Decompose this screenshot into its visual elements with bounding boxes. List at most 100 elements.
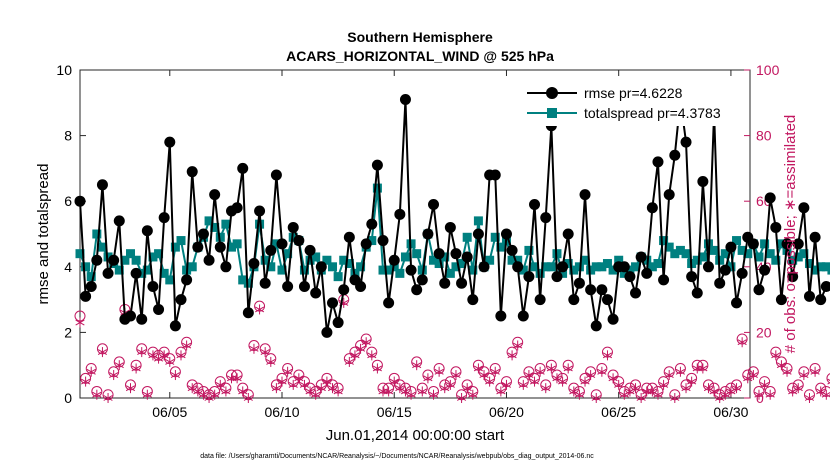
- assimilated-obs-point: [361, 337, 371, 348]
- totalspread-point: [299, 265, 309, 275]
- rmse-point: [529, 198, 541, 210]
- rmse-point: [108, 254, 120, 266]
- right-tick-label: 0: [756, 390, 764, 406]
- assimilated-obs-point: [731, 383, 742, 394]
- assimilated-obs-point: [322, 376, 332, 387]
- rmse-point: [399, 94, 411, 106]
- assimilated-obs-point: [299, 379, 310, 390]
- legend-spread-marker: [547, 108, 557, 118]
- assimilated-obs-point: [754, 389, 764, 400]
- totalspread-point: [619, 268, 629, 278]
- rmse-point: [702, 261, 714, 273]
- rmse-point: [80, 290, 92, 302]
- totalspread-point: [243, 278, 253, 288]
- totalspread-point: [586, 265, 596, 275]
- totalspread-point: [530, 262, 540, 272]
- assimilated-obs-point: [238, 386, 248, 397]
- totalspread-point: [558, 268, 568, 278]
- assimilated-obs-point: [165, 356, 175, 367]
- assimilated-obs-point: [311, 389, 321, 400]
- rmse-point: [147, 280, 159, 292]
- assimilated-obs-point: [681, 383, 691, 394]
- rmse-point: [691, 287, 703, 299]
- rmse-point: [557, 261, 569, 273]
- totalspread-point: [221, 219, 231, 229]
- rmse-point: [158, 212, 170, 224]
- assimilated-obs-point: [535, 366, 545, 377]
- assimilated-obs-point: [675, 366, 685, 377]
- rmse-point: [214, 241, 226, 253]
- assimilated-obs-point: [260, 347, 270, 358]
- assimilated-obs-point: [653, 389, 663, 400]
- assimilated-obs-point: [344, 356, 354, 367]
- rmse-point: [175, 294, 187, 306]
- rmse-point: [512, 261, 524, 273]
- rmse-point: [416, 274, 428, 286]
- rmse-point: [607, 313, 619, 325]
- assimilated-obs-point: [333, 386, 343, 397]
- assimilated-obs-point: [608, 373, 618, 384]
- totalspread-point: [659, 236, 669, 246]
- totalspread-point: [754, 252, 764, 262]
- assimilated-obs-point: [109, 370, 119, 381]
- totalspread-point: [473, 216, 483, 226]
- totalspread-point: [434, 259, 444, 269]
- legend-rmse-marker: [546, 87, 558, 99]
- assimilated-obs-point: [810, 366, 820, 377]
- totalspread-point: [647, 262, 657, 272]
- assimilated-obs-point: [793, 383, 803, 394]
- rmse-point: [422, 228, 434, 240]
- totalspread-point: [367, 236, 377, 246]
- assimilated-obs-point: [816, 386, 826, 397]
- totalspread-point: [546, 262, 556, 272]
- assimilated-obs-point: [412, 360, 422, 371]
- totalspread-point: [569, 265, 579, 275]
- totalspread-point: [378, 265, 388, 275]
- totalspread-point: [400, 252, 410, 262]
- totalspread-point: [339, 255, 349, 265]
- rmse-point: [270, 169, 282, 181]
- rmse-point: [579, 189, 591, 201]
- assimilated-obs-point: [294, 373, 304, 384]
- totalspread-point: [86, 272, 96, 282]
- totalspread-point: [664, 242, 674, 252]
- assimilated-obs-point: [602, 350, 613, 361]
- assimilated-obs-point: [586, 370, 596, 381]
- assimilated-obs-point: [428, 389, 439, 400]
- x-tick-label: 06/30: [713, 404, 748, 420]
- assimilated-obs-point: [114, 360, 124, 371]
- rmse-point: [652, 156, 664, 168]
- rmse-point: [540, 212, 552, 224]
- rmse-point: [630, 287, 642, 299]
- totalspread-point: [692, 255, 702, 265]
- right-tick-label: 20: [756, 324, 772, 340]
- rmse-point: [736, 267, 748, 279]
- rmse-point: [383, 297, 395, 309]
- possible-obs-point: [826, 373, 830, 384]
- rmse-point: [248, 258, 260, 270]
- assimilated-obs-point: [546, 363, 556, 374]
- totalspread-point: [204, 216, 214, 226]
- assimilated-obs-point: [479, 370, 489, 381]
- x-tick-label: 06/05: [152, 404, 187, 420]
- totalspread-point: [681, 249, 691, 259]
- totalspread-point: [810, 265, 820, 275]
- assimilated-obs-point: [462, 383, 472, 394]
- rmse-point: [506, 244, 518, 256]
- assimilated-obs-point: [367, 350, 377, 361]
- assimilated-obs-point: [630, 383, 641, 394]
- assimilated-obs-point: [249, 343, 259, 354]
- rmse-point: [775, 294, 787, 306]
- rmse-point: [181, 274, 193, 286]
- rmse-point: [764, 192, 776, 204]
- totalspread-point: [524, 245, 534, 255]
- totalspread-point: [670, 249, 680, 259]
- rmse-point: [461, 251, 473, 263]
- assimilated-obs-point: [271, 383, 281, 394]
- rmse-point: [310, 287, 322, 299]
- rmse-series: [74, 94, 830, 338]
- rmse-point: [259, 277, 271, 289]
- assimilated-obs-point: [92, 389, 102, 400]
- rmse-point: [500, 228, 512, 240]
